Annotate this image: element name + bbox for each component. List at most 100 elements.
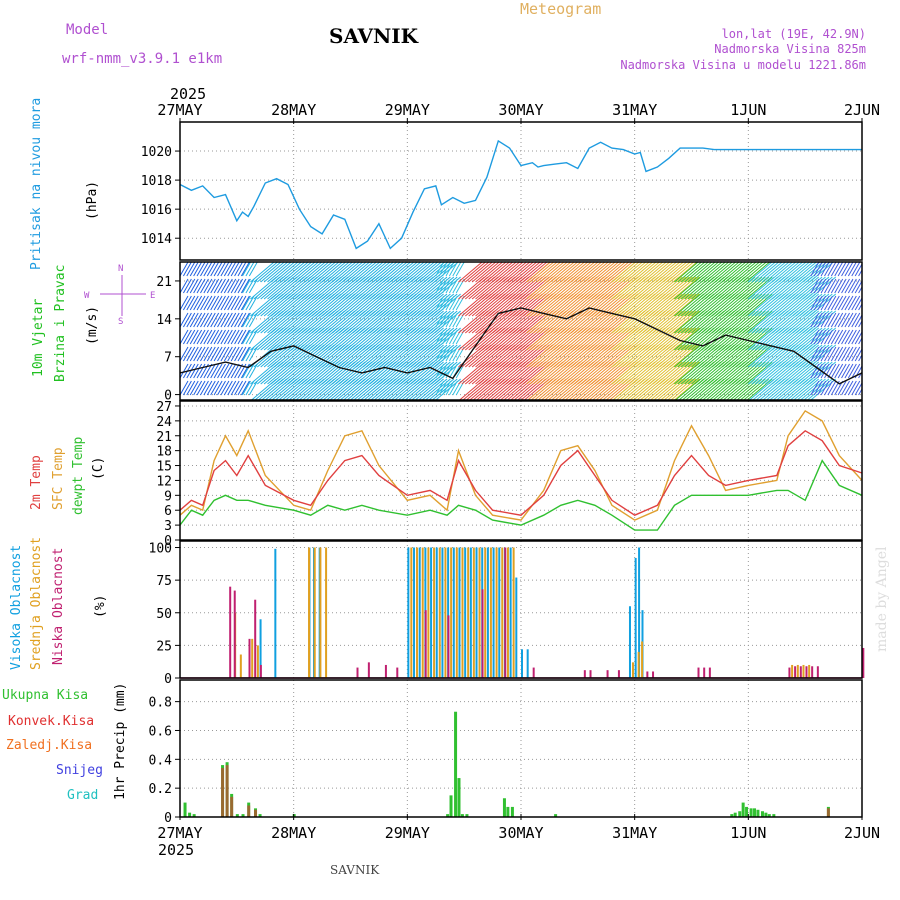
wind-arrow [824,329,833,345]
cloud-bar [410,547,413,678]
wind-arrow [792,310,819,334]
wind-arrow [240,346,250,362]
wind-arrow [242,295,251,311]
cloud-bar [444,547,447,678]
dewpt-line [179,459,863,531]
wind-arrow [227,363,237,379]
cloud-bar [646,671,649,678]
wind-arrow [662,344,690,368]
wind-arrow [220,346,230,362]
panel-frame [179,540,863,679]
wind-arrow [765,262,790,283]
wind-arrow [217,295,226,311]
wind-arrow [567,262,593,283]
wind-arrow [718,262,744,283]
wind-arrow [359,262,385,283]
wind-arrow [369,262,395,283]
wind-arrow [352,262,378,283]
wind-arrow [858,320,862,328]
wind-arrow [570,262,596,283]
wind-arrow [189,295,199,311]
wind-arrow [844,262,854,277]
wind-arrow [206,278,216,294]
wind-arrow [659,276,686,300]
wind-arrow [223,295,233,311]
wind-arrow [274,262,299,283]
wind-arrow [182,295,192,311]
wind-arrow [669,344,697,368]
wind-arrow [193,312,203,328]
wind-arrow [180,262,189,277]
y-tick-label: 0 [164,811,172,826]
wind-arrow [841,329,850,345]
wind-arrow [847,346,857,362]
wind-arrow [210,262,220,277]
wind-arrow [193,295,203,311]
y-tick-label: 25 [156,639,172,654]
wind-arrow [560,262,586,283]
wind-arrow [666,344,693,368]
wind-arrow [438,346,448,362]
precip-bar [241,814,245,817]
wind-arrow [223,312,233,328]
wind-arrow [438,278,448,294]
wind-arrow [670,378,697,400]
wind-arrow [858,286,862,294]
wind-arrow [213,329,223,345]
wind-arrow [448,329,458,345]
wind-arrow [813,278,823,294]
wind-arrow [245,295,255,311]
wind-arrow [234,278,243,294]
wind-arrow [189,329,199,345]
wind-arrow [223,329,233,345]
wind-arrow [628,262,654,283]
wind-arrow [704,262,730,283]
cloud-bar [413,547,416,678]
dewpt-ylabel: dewpt Temp [71,437,86,515]
wind-arrow [813,312,823,328]
compass-rose: N S E W [84,264,155,327]
cloud-bar [356,667,359,678]
wind-arrow [328,262,354,283]
wind-arrow [227,380,237,396]
wind-arrow [837,380,847,396]
cloud-bar [416,547,419,678]
wind-arrow [189,312,199,328]
wind-arrow [656,378,683,400]
wind-arrow [672,344,700,368]
wind-arrow [442,363,452,379]
wind-arrow [666,327,693,351]
wind-arrow [691,262,716,283]
cloud-bar [259,664,262,678]
y-tick-label: 0.6 [149,724,172,739]
cloud-bar [438,547,441,678]
wind-arrow [445,329,455,345]
cloud-bar [492,547,495,678]
cloud-bar [308,547,311,678]
wind-arrow [468,262,494,283]
wind-arrow [563,262,589,283]
high-cloud-ylabel: Visoka Oblacnost [9,545,24,670]
wind-arrow [200,262,209,277]
wind-arrow [830,295,840,311]
wind-arrow [824,380,833,396]
wind-arrow [742,262,768,283]
wind-arrow [438,363,448,379]
meteogram-title: Meteogram [520,0,601,18]
wind-arrow [810,329,820,345]
wind-arrow [824,278,833,294]
wind-arrow [663,378,690,400]
wind-arrow [203,295,213,311]
wind-arrow [230,363,240,379]
wind-arrow [662,310,690,334]
wind-arrow [240,295,250,311]
wind-arrow [674,262,699,283]
wind-arrow [830,262,840,277]
wind-arrow [587,262,613,283]
wind-arrow [448,312,458,328]
year-bottom: 2025 [158,841,194,859]
precip-bar [188,812,192,817]
wind-arrow [824,346,833,362]
wind-arrow [442,295,452,311]
wind-arrow [697,262,723,283]
